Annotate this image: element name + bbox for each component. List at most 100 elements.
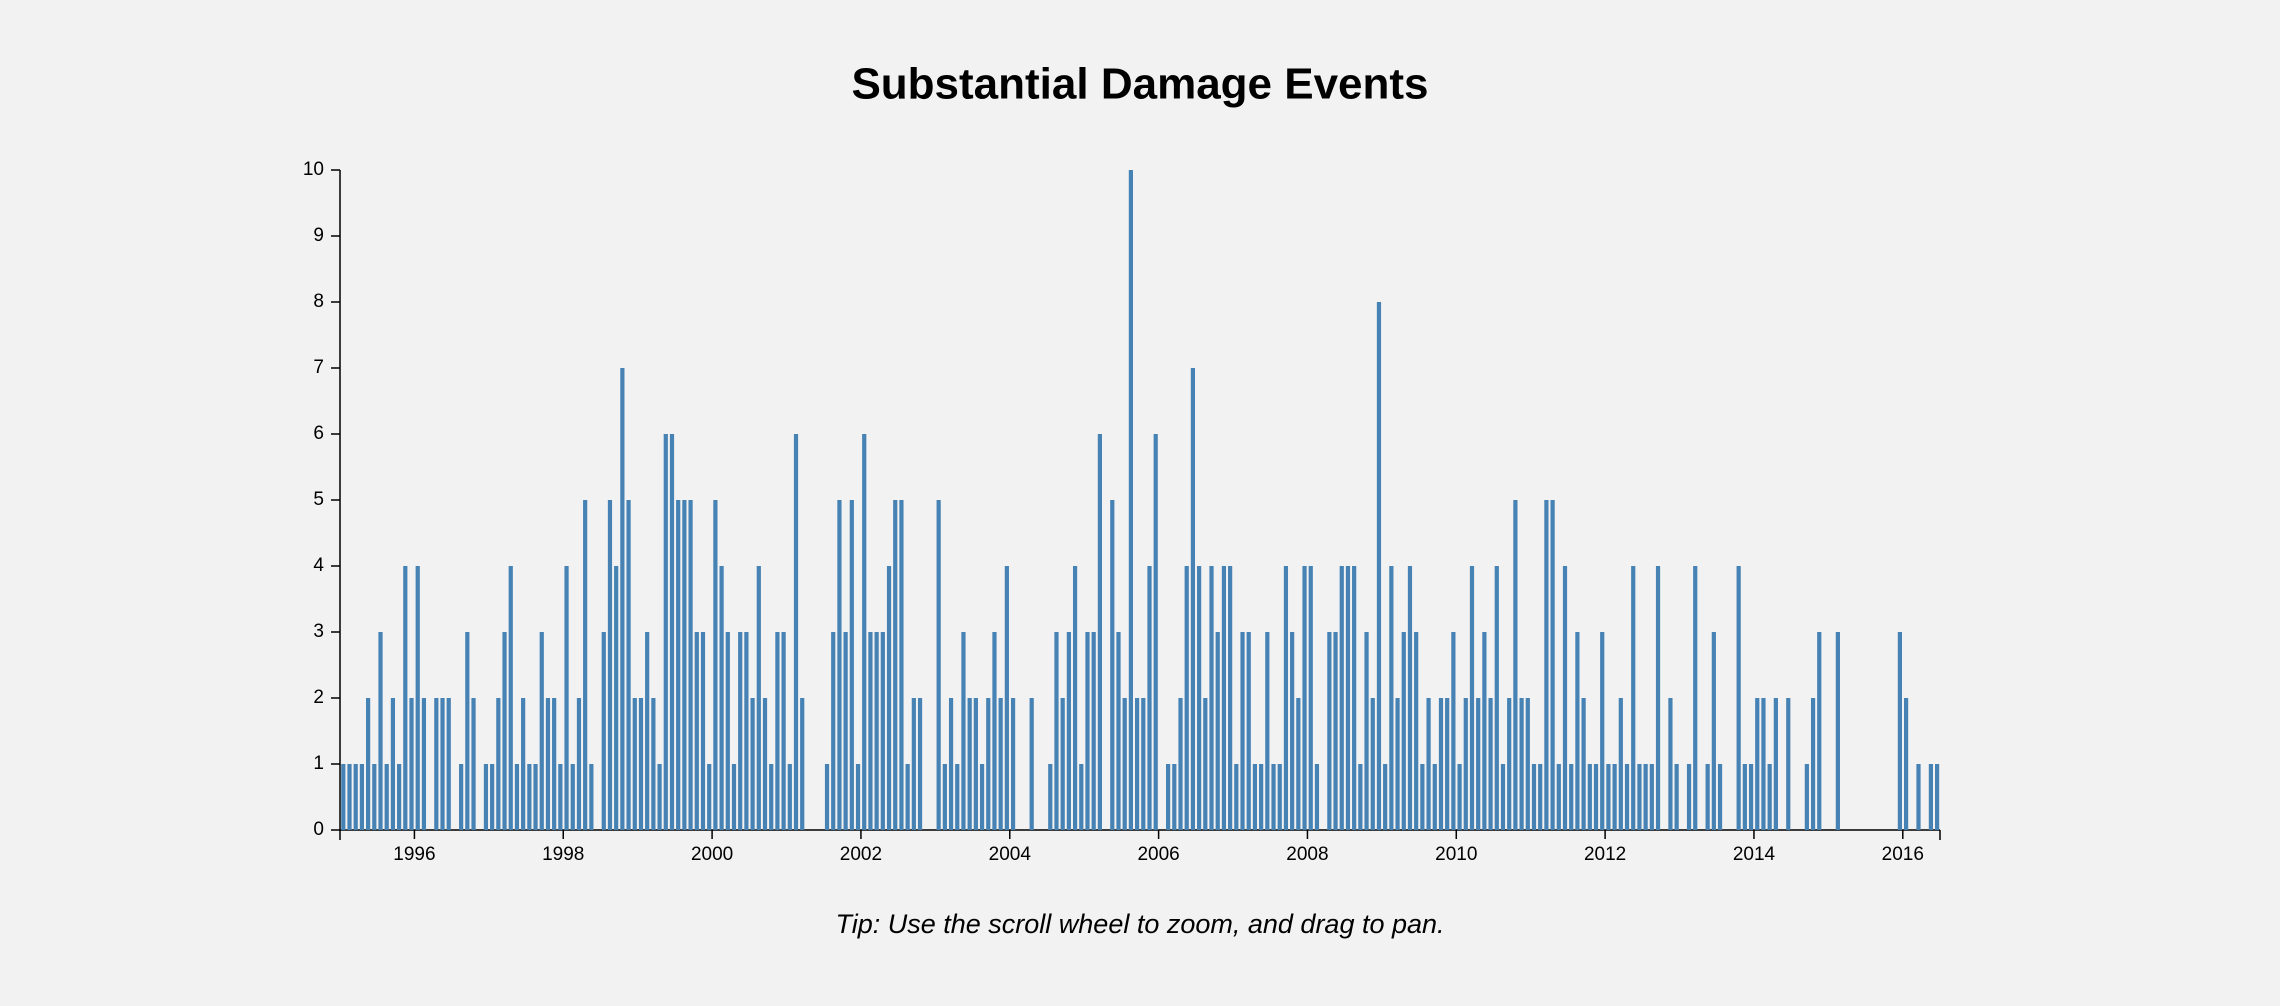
bar [1550,500,1555,830]
bar [1246,632,1251,830]
bar [1048,764,1053,830]
bar [1934,764,1940,830]
bar [1581,698,1586,830]
bar [1717,764,1723,830]
bar [1395,698,1400,830]
bar [1631,566,1636,830]
bar [527,764,532,830]
bar [471,698,476,830]
bar [917,698,923,830]
bar [1147,566,1152,830]
bar [502,632,507,830]
bar [1457,764,1462,830]
bar [576,698,582,830]
bar [384,764,389,830]
chart-title: Substantial Damage Events [851,60,1428,109]
bar [465,632,470,830]
x-tick-label: 2004 [989,844,1032,865]
bar [756,566,761,830]
bar [1451,632,1456,830]
bar [1010,698,1016,830]
bar [1668,698,1673,830]
bar [769,764,774,830]
bar [955,764,960,830]
bar [1445,698,1450,830]
bar [998,698,1003,830]
bar [1184,566,1189,830]
bar [1438,698,1444,830]
x-tick-label: 2016 [1882,844,1924,865]
bar [1587,764,1592,830]
bar [1600,632,1605,830]
bar [1345,566,1351,830]
bar [831,632,836,830]
y-tick-label: 8 [313,291,324,312]
bar [1271,764,1276,830]
x-tick-label: 2000 [691,844,733,865]
bar [1916,764,1921,830]
bar [1903,698,1909,830]
bar [1228,566,1233,830]
bar [886,566,892,830]
bar [558,764,563,830]
bar [539,632,544,830]
bar [1643,764,1648,830]
bar [564,566,569,830]
bar [868,632,873,830]
bar [1172,764,1177,830]
bar [1134,698,1140,830]
x-tick-label: 2008 [1286,844,1328,865]
bar [967,698,972,830]
bar [855,764,861,830]
bar [1029,698,1034,830]
y-tick-label: 0 [313,819,324,840]
bar [1265,632,1270,830]
bar [874,632,879,830]
bar [824,764,830,830]
bar [1426,698,1431,830]
bar [1686,764,1692,830]
bar [1538,764,1543,830]
bar [676,500,681,830]
y-tick-label: 1 [313,753,324,774]
bar [1711,632,1716,830]
y-tick-label: 2 [313,687,324,708]
bar [651,698,656,830]
bar [1308,566,1313,830]
bar [744,632,749,830]
bar [1178,698,1183,830]
bar [1624,764,1630,830]
bar [589,764,594,830]
bar [1575,632,1580,830]
bar [1221,566,1227,830]
bar [390,698,396,830]
bar [1209,566,1214,830]
bar [986,698,991,830]
bar [1252,764,1258,830]
bar [1259,764,1264,830]
bar [1432,764,1437,830]
bar [1562,566,1568,830]
x-tick-label: 1996 [393,844,435,865]
bar [1544,500,1549,830]
bar [1283,566,1289,830]
bar [1234,764,1239,830]
bar [1569,764,1574,830]
bar [434,698,439,830]
bar [1364,632,1369,830]
bar [893,500,898,830]
x-tick-label: 2002 [840,844,882,865]
bar [1004,566,1009,830]
bar [570,764,575,830]
bar [1693,566,1698,830]
bar [1488,698,1493,830]
bar [1277,764,1282,830]
bar [1358,764,1363,830]
bar [781,632,786,830]
y-tick-label: 10 [303,159,324,180]
bar [837,500,842,830]
bar [1153,434,1158,830]
bar [979,764,985,830]
bar [1240,632,1245,830]
